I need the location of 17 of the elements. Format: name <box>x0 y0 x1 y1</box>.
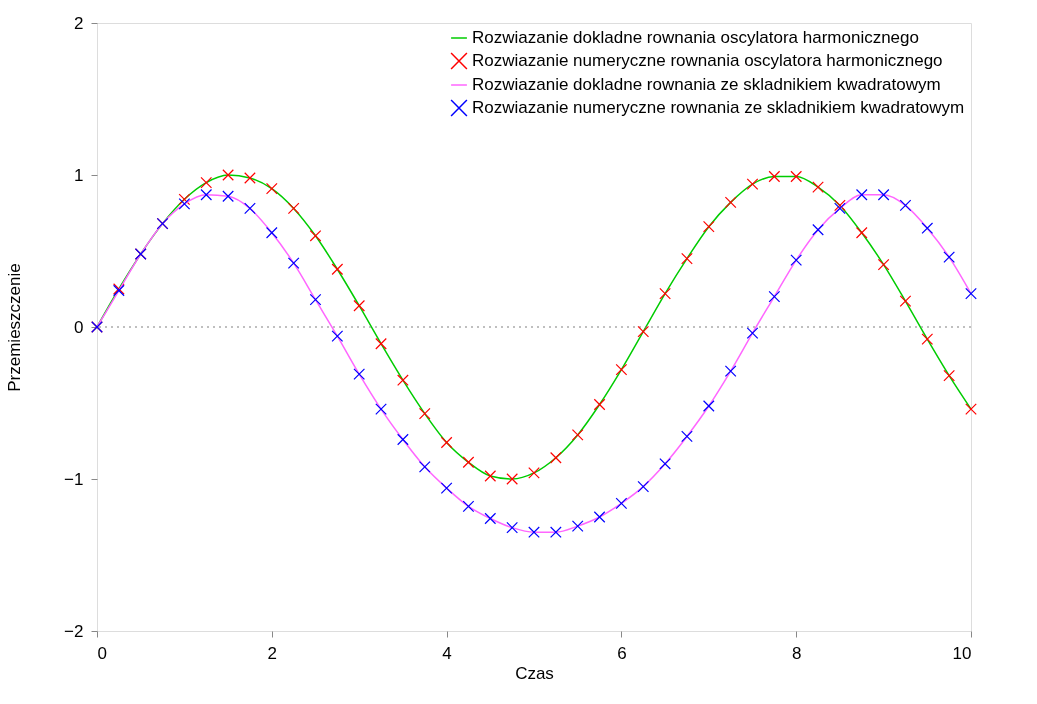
y-tick-label: −1 <box>64 469 84 489</box>
legend-label: Rozwiazanie numeryczne rownania oscylatora harmonicznego <box>472 51 943 70</box>
x-tick-label: 8 <box>791 643 802 663</box>
x-tick-label: 0 <box>97 643 107 663</box>
legend-label: Rozwiazanie dokladne rownania ze skladnikiem kwadratowym <box>472 75 941 94</box>
legend-label: Rozwiazanie numeryczne rownania ze skladnikiem kwadratowym <box>472 98 965 117</box>
x-tick-label: 6 <box>617 643 627 663</box>
y-tick-label: −2 <box>64 621 84 641</box>
x-axis-title: Czas <box>515 663 554 683</box>
y-axis-title: Przemieszczenie <box>5 263 25 392</box>
y-tick-label: 0 <box>74 317 84 337</box>
y-tick-label: 1 <box>74 165 84 185</box>
y-tick-label: 2 <box>74 13 84 33</box>
x-tick-label: 4 <box>442 643 452 663</box>
legend-label: Rozwiazanie dokladne rownania oscylatora harmonicznego <box>472 28 919 47</box>
x-tick-label: 10 <box>952 643 972 663</box>
x-tick-label: 2 <box>267 643 278 663</box>
